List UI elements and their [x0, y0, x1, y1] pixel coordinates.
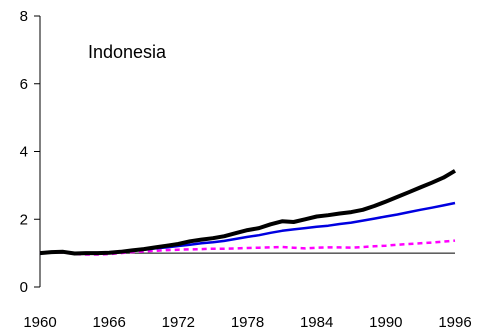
x-tick-label-1966: 1966 [92, 314, 125, 331]
series-group [39, 169, 457, 256]
y-tick-label-6: 6 [20, 76, 28, 93]
y-tick-label-2: 2 [20, 211, 28, 228]
x-tick-label-1960: 1960 [23, 314, 56, 331]
x-tick-label-1996: 1996 [438, 314, 471, 331]
series-line-1 [39, 169, 457, 256]
x-tick-label-1972: 1972 [162, 314, 195, 331]
axes: 0 2 4 6 8 1960 1966 1972 1978 1984 1990 1996 [20, 8, 472, 331]
y-tick-label-8: 8 [20, 8, 28, 25]
chart-title: Indonesia [88, 42, 167, 62]
series-line-3 [39, 239, 456, 256]
x-tick-label-1978: 1978 [231, 314, 264, 331]
x-tick-label-1990: 1990 [369, 314, 402, 331]
y-tick-label-4: 4 [20, 144, 28, 161]
x-tick-label-1984: 1984 [300, 314, 333, 331]
y-tick-label-0: 0 [20, 279, 28, 296]
